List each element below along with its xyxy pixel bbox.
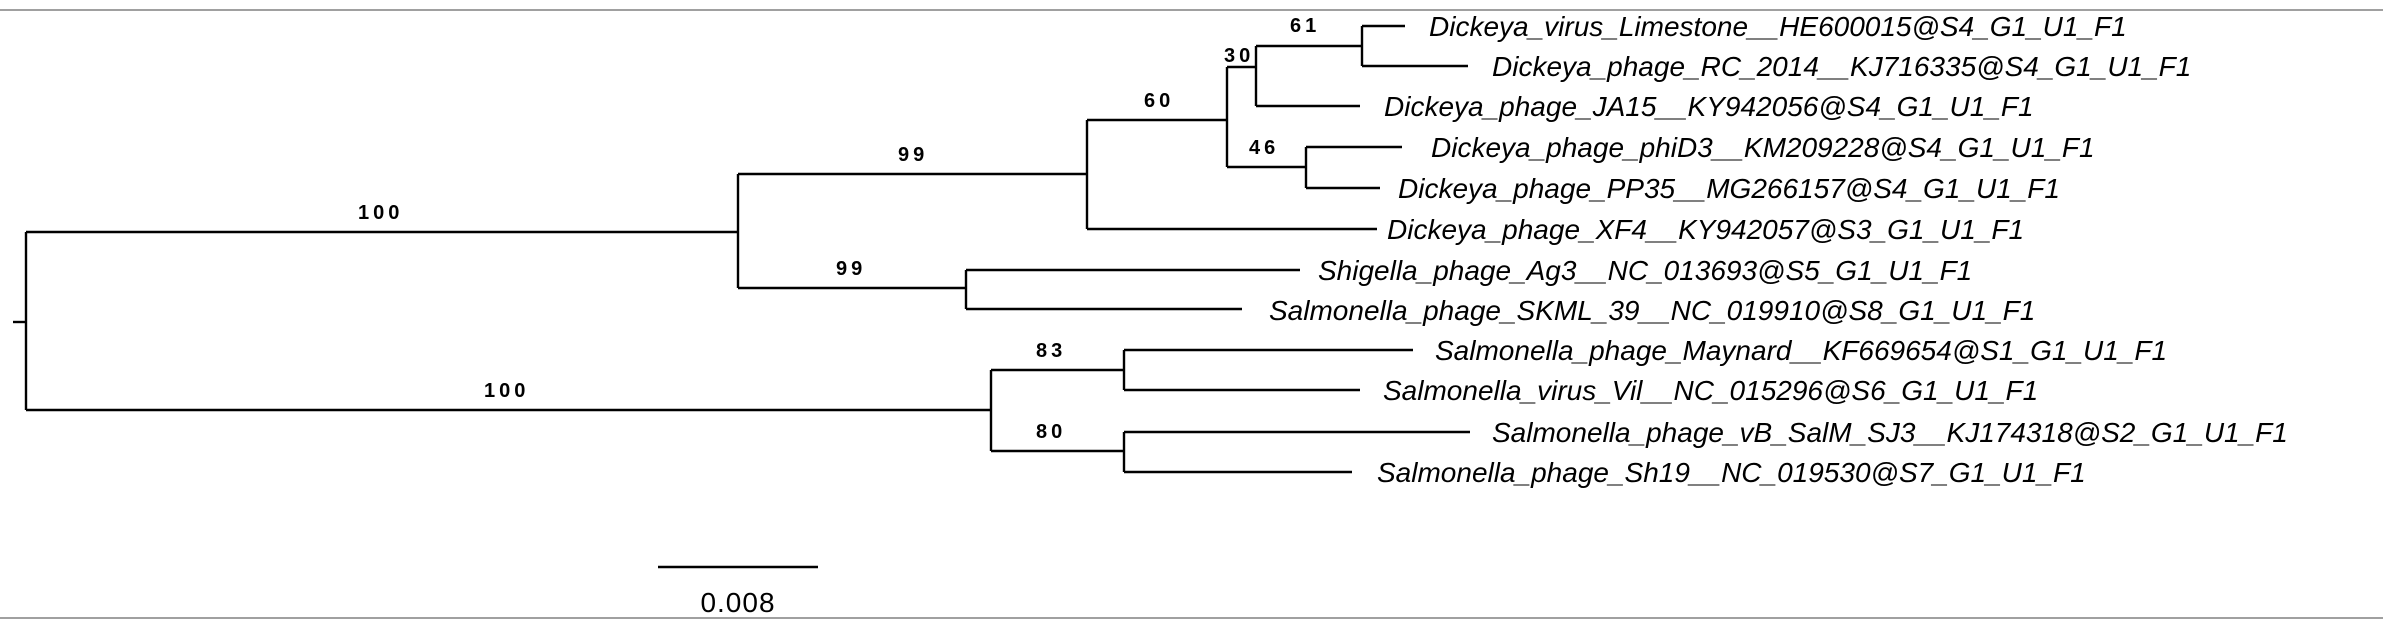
taxon-label: Dickeya_phage_XF4__KY942057@S3_G1_U1_F1 — [1387, 214, 2024, 245]
taxon-label: Salmonella_virus_Vil__NC_015296@S6_G1_U1… — [1383, 375, 2038, 406]
support-upper-clade: 100 — [358, 202, 403, 224]
support-dickeya-core: 60 — [1144, 90, 1174, 112]
taxon-label: Dickeya_phage_JA15__KY942056@S4_G1_U1_F1 — [1384, 91, 2034, 122]
taxon-label: Salmonella_phage_vB_SalM_SJ3__KJ174318@S… — [1492, 417, 2288, 448]
support-dickeya-triplet: 30 — [1224, 45, 1254, 67]
taxon-label: Dickeya_phage_RC_2014__KJ716335@S4_G1_U1… — [1492, 51, 2191, 82]
support-maynard-vil: 83 — [1036, 340, 1066, 362]
support-limestone-rc2014: 61 — [1290, 15, 1320, 37]
taxon-label: Dickeya_phage_PP35__MG266157@S4_G1_U1_F1 — [1398, 173, 2060, 204]
support-sj3-sh19: 80 — [1036, 421, 1066, 443]
taxon-label: Salmonella_phage_SKML_39__NC_019910@S8_G… — [1269, 295, 2035, 326]
scale-bar-label: 0.008 — [700, 587, 775, 618]
support-shigella-pair: 99 — [836, 258, 866, 280]
support-phid3-pp35: 46 — [1249, 137, 1279, 159]
taxon-label: Dickeya_virus_Limestone__HE600015@S4_G1_… — [1429, 11, 2127, 42]
support-lower-clade: 100 — [484, 380, 529, 402]
taxon-label: Dickeya_phage_phiD3__KM209228@S4_G1_U1_F… — [1431, 132, 2095, 163]
support-dickeya-clade: 99 — [898, 144, 928, 166]
taxon-label: Salmonella_phage_Sh19__NC_019530@S7_G1_U… — [1377, 457, 2086, 488]
taxon-label: Shigella_phage_Ag3__NC_013693@S5_G1_U1_F… — [1318, 255, 1972, 286]
taxon-label: Salmonella_phage_Maynard__KF669654@S1_G1… — [1435, 335, 2167, 366]
